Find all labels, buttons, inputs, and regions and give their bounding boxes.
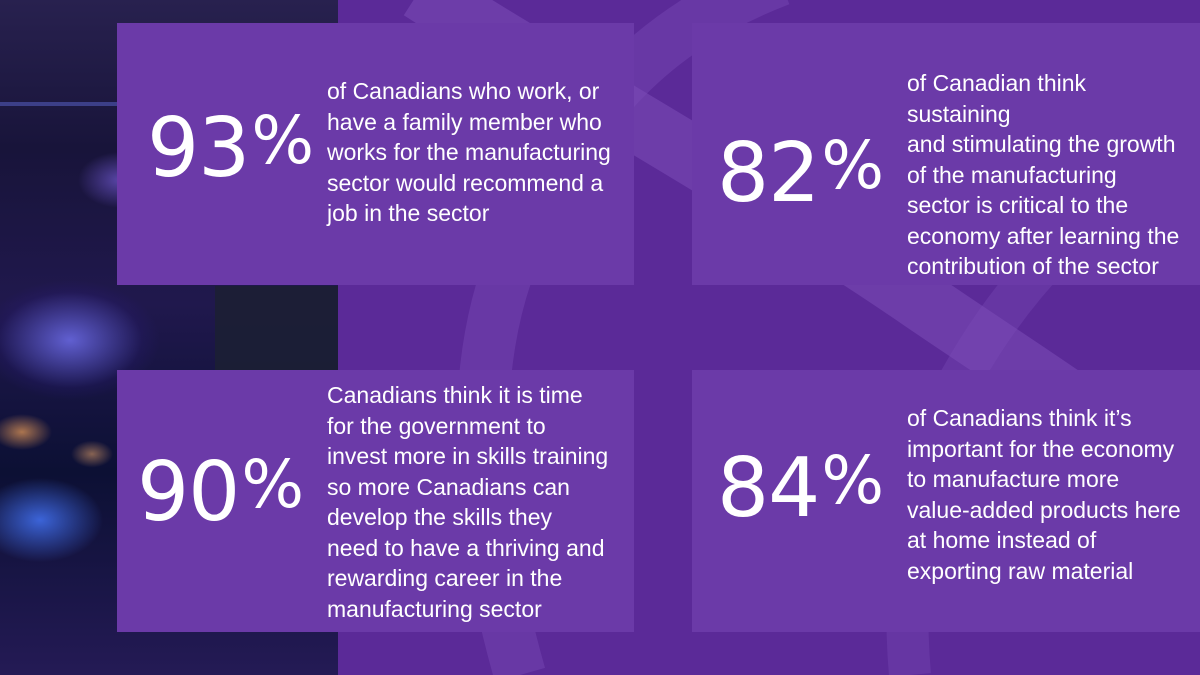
stat-value: 82 (717, 126, 820, 221)
percent-symbol: % (821, 442, 884, 519)
stat-value: 84 (717, 441, 820, 536)
percent-symbol: % (251, 102, 314, 179)
stat-description: of Canadians think it’s important for th… (907, 405, 1181, 584)
stat-card-1: 93% of Canadians who work, or have a fam… (117, 23, 634, 285)
stat-description: Canadians think it is time for the gover… (327, 382, 609, 622)
stat-card-3: 90% Canadians think it is time for the g… (117, 370, 634, 632)
stat-value: 90 (137, 445, 240, 540)
percent-symbol: % (821, 127, 884, 204)
stat-percentage: 82% (717, 126, 884, 221)
stat-percentage: 84% (717, 441, 884, 536)
stat-card-2: 82% of Canadian think sustaining and sti… (692, 23, 1200, 285)
stat-percentage: 93% (147, 101, 314, 196)
stat-description: of Canadians who work, or have a family … (327, 78, 611, 226)
stat-percentage: 90% (137, 445, 304, 540)
stat-card-4: 84% of Canadians think it’s important fo… (692, 370, 1200, 632)
stat-description: of Canadian think sustaining and stimula… (907, 70, 1180, 279)
stat-value: 93 (147, 101, 250, 196)
percent-symbol: % (241, 446, 304, 523)
